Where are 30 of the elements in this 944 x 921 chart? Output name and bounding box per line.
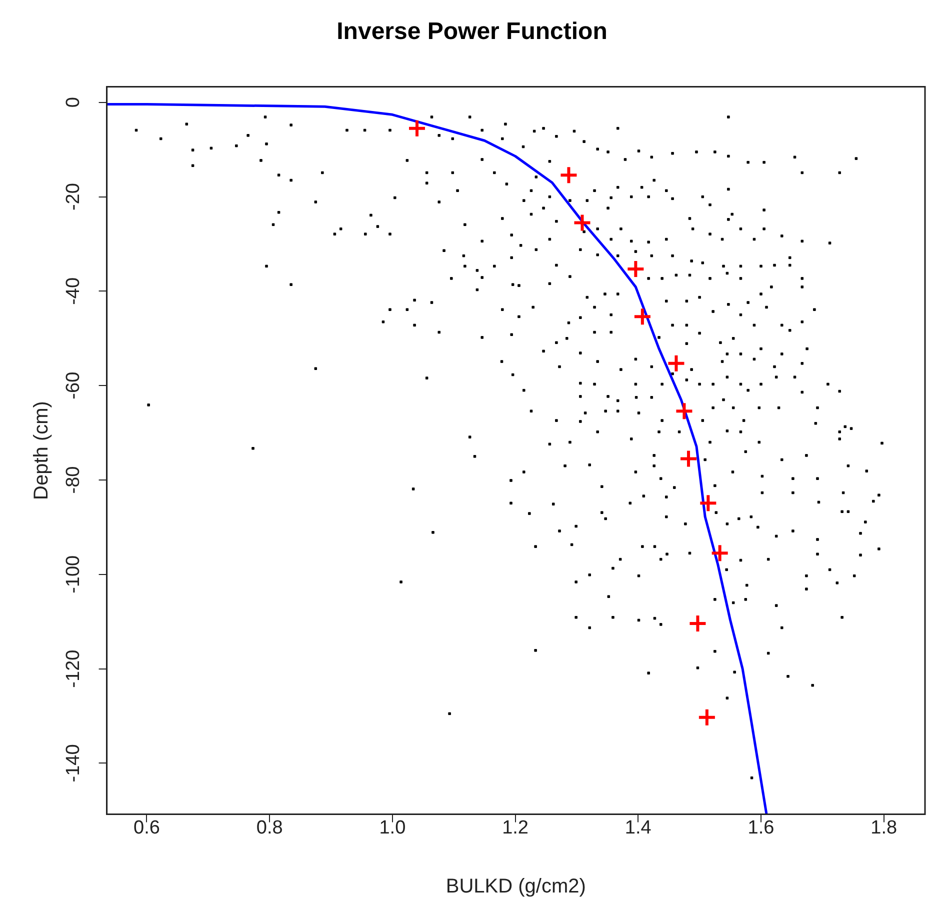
y-tick-label: -120 [63,650,84,688]
point [688,614,708,633]
x-tick-label: 1.2 [502,817,528,838]
point [698,494,718,513]
y-axis-title: Depth (cm) [30,401,53,500]
x-tick-label: 1.0 [379,817,406,838]
point [559,166,578,185]
x-tick-label: 1.8 [870,817,898,838]
y-tick-label: -80 [63,466,84,494]
point [626,260,646,279]
y-tick-label: -100 [63,555,84,594]
x-tick-label: 1.6 [748,817,774,838]
y-tick-label: -40 [63,277,84,305]
point [666,354,686,373]
y-tick-label: -60 [63,372,84,400]
point [710,544,730,563]
y-tick-label: -20 [63,183,84,211]
x-tick-label: 0.6 [134,817,160,838]
point [674,402,694,421]
x-tick-label: 1.4 [624,817,652,838]
point [679,449,698,468]
point [572,213,592,232]
point [632,307,652,326]
point [697,708,716,727]
x-tick-label: 0.8 [256,817,283,838]
y-tick-label: 0 [63,97,84,108]
x-axis-title: BULKD (g/cm2) [446,876,586,898]
y-tick-label: -140 [63,744,84,782]
chart-title: Inverse Power Function [336,18,608,46]
point [408,118,427,138]
